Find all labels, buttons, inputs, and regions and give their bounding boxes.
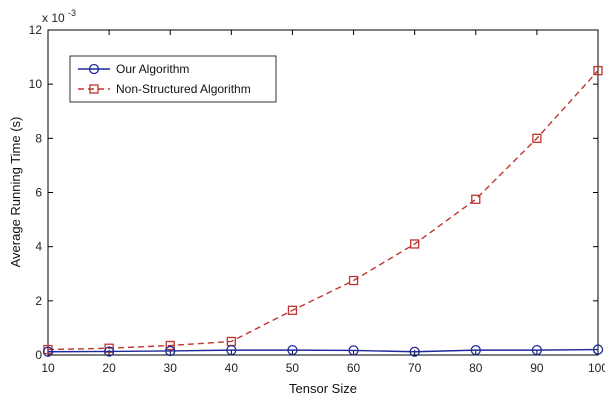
legend-box [69,55,277,103]
data-point-non-structured-algorithm [410,239,420,249]
legend-item-non-structured-algorithm: Non-Structured Algorithm [78,82,251,96]
series-line-our-algorithm [47,348,599,353]
series-layer [42,65,604,357]
x-tick-label: 10 [41,361,55,375]
data-point-our-algorithm [592,344,604,355]
data-point-non-structured-algorithm [471,194,481,204]
y-tick-label: 12 [29,23,43,37]
data-point-our-algorithm [103,346,115,357]
x-tick-label: 70 [408,361,422,375]
data-point-our-algorithm [42,346,54,357]
data-point-non-structured-algorithm [593,65,603,76]
x-tick-label: 90 [530,361,544,375]
y-tick-label: 0 [35,348,42,362]
y-tick-label: 8 [35,131,42,145]
x-tick-label: 50 [286,361,300,375]
x-tick-label: 100 [588,361,605,375]
y-tick-label: 2 [35,294,42,308]
data-point-non-structured-algorithm [348,275,359,286]
series-our-algorithm [42,344,604,357]
data-point-our-algorithm [531,344,543,356]
x-tick-label: 20 [102,361,116,375]
y-multiplier-exponent: -3 [68,8,76,18]
data-point-our-algorithm [409,346,420,357]
series-line-non-structured-algorithm [47,70,599,351]
legend-marker [88,63,100,75]
x-tick-label: 60 [347,361,361,375]
legend-item-our-algorithm: Our Algorithm [78,62,189,76]
data-point-non-structured-algorithm [165,340,175,351]
legend-label: Our Algorithm [116,62,189,76]
y-multiplier: x 10 -3 [42,8,76,25]
legend-items: Our Algorithm Non-Structured Algorithm [78,62,251,96]
data-point-non-structured-algorithm [287,305,298,315]
data-point-our-algorithm [470,344,481,356]
legend-label: Non-Structured Algorithm [116,82,251,96]
y-tick-label: 4 [35,240,42,254]
y-axis-label: Average Running Time (s) [8,117,23,268]
y-multiplier-base: x 10 [42,11,65,25]
x-tick-label: 80 [469,361,483,375]
data-point-non-structured-algorithm [532,133,542,143]
y-tick-label: 10 [29,77,43,91]
x-axis: 10 20 30 40 50 60 70 80 90 100 [41,30,605,375]
data-point-our-algorithm [226,344,237,356]
y-axis: 0 2 4 6 8 10 12 [29,23,598,362]
data-point-non-structured-algorithm [104,343,114,353]
data-point-our-algorithm [165,345,176,357]
y-tick-label: 6 [35,186,42,200]
data-point-our-algorithm [348,345,359,356]
data-point-our-algorithm [287,344,298,356]
x-tick-label: 40 [225,361,239,375]
x-axis-label: Tensor Size [289,381,357,396]
x-tick-label: 30 [164,361,178,375]
legend: Our Algorithm Non-Structured Algorithm [69,55,277,103]
legend-marker [89,84,99,94]
